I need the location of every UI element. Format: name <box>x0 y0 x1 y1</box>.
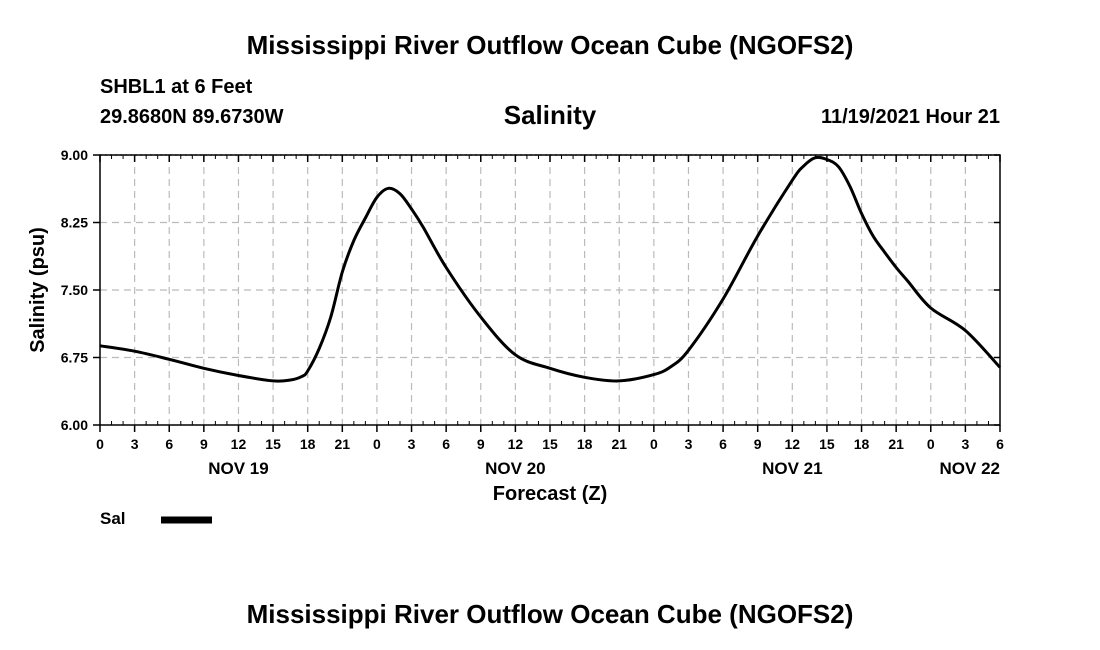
x-tick-label: 21 <box>611 436 627 452</box>
plot-frame <box>99 154 1001 426</box>
x-tick-label: 15 <box>819 436 835 452</box>
x-tick-label: 0 <box>650 436 658 452</box>
day-label: NOV 21 <box>762 459 822 478</box>
x-tick-label: 6 <box>165 436 173 452</box>
footer-title: Mississippi River Outflow Ocean Cube (NG… <box>246 599 854 629</box>
x-tick-label: 3 <box>961 436 969 452</box>
x-tick-label: 0 <box>373 436 381 452</box>
y-tick-label: 9.00 <box>61 147 88 163</box>
x-tick-label: 6 <box>442 436 450 452</box>
legend: Sal <box>100 509 212 528</box>
x-tick-label: 18 <box>854 436 870 452</box>
x-tick-label: 21 <box>888 436 904 452</box>
y-tick-label: 6.75 <box>61 350 88 366</box>
chart-title: Mississippi River Outflow Ocean Cube (NG… <box>246 30 854 60</box>
x-tick-label: 3 <box>408 436 416 452</box>
x-tick-label: 0 <box>927 436 935 452</box>
day-label: NOV 20 <box>485 459 545 478</box>
station-coordinates: 29.8680N 89.6730W <box>100 106 284 128</box>
x-tick-label: 18 <box>300 436 316 452</box>
x-tick-label: 9 <box>477 436 485 452</box>
x-axis-title: Forecast (Z) <box>493 483 607 505</box>
y-tick-label: 6.00 <box>61 417 88 433</box>
x-tick-label: 9 <box>754 436 762 452</box>
chart-subtitle: Salinity <box>503 100 597 130</box>
y-axis-title: Salinity (psu) <box>27 227 49 353</box>
x-tick-label: 3 <box>131 436 139 452</box>
x-tick-label: 12 <box>785 436 801 452</box>
x-tick-label: 21 <box>335 436 351 452</box>
x-tick-label: 18 <box>577 436 593 452</box>
y-tick-label: 8.25 <box>61 215 88 231</box>
y-tick-label: 7.50 <box>61 282 88 298</box>
series-layer <box>99 155 1002 383</box>
x-tick-label: 9 <box>200 436 208 452</box>
x-tick-label: 12 <box>231 436 247 452</box>
axis-ticks <box>93 154 1001 432</box>
grid-lines <box>100 154 1000 425</box>
x-tick-label: 0 <box>96 436 104 452</box>
x-tick-label: 15 <box>542 436 558 452</box>
forecast-date: 11/19/2021 Hour 21 <box>820 106 1000 128</box>
axis-labels: 0 3 6 9 12 15 18 21 0 3 6 9 12 15 18 21 0 3 6 9 12 15 18 21 0 3 6 6… <box>61 147 1004 478</box>
series-line-sal <box>99 155 1002 383</box>
x-tick-label: 15 <box>265 436 281 452</box>
x-tick-label: 6 <box>996 436 1004 452</box>
x-tick-label: 6 <box>719 436 727 452</box>
legend-label: Sal <box>100 509 126 528</box>
x-tick-label: 12 <box>508 436 524 452</box>
x-tick-label: 3 <box>685 436 693 452</box>
station-label: SHBL1 at 6 Feet <box>100 76 253 98</box>
day-label: NOV 19 <box>208 459 268 478</box>
day-label: NOV 22 <box>940 459 1000 478</box>
